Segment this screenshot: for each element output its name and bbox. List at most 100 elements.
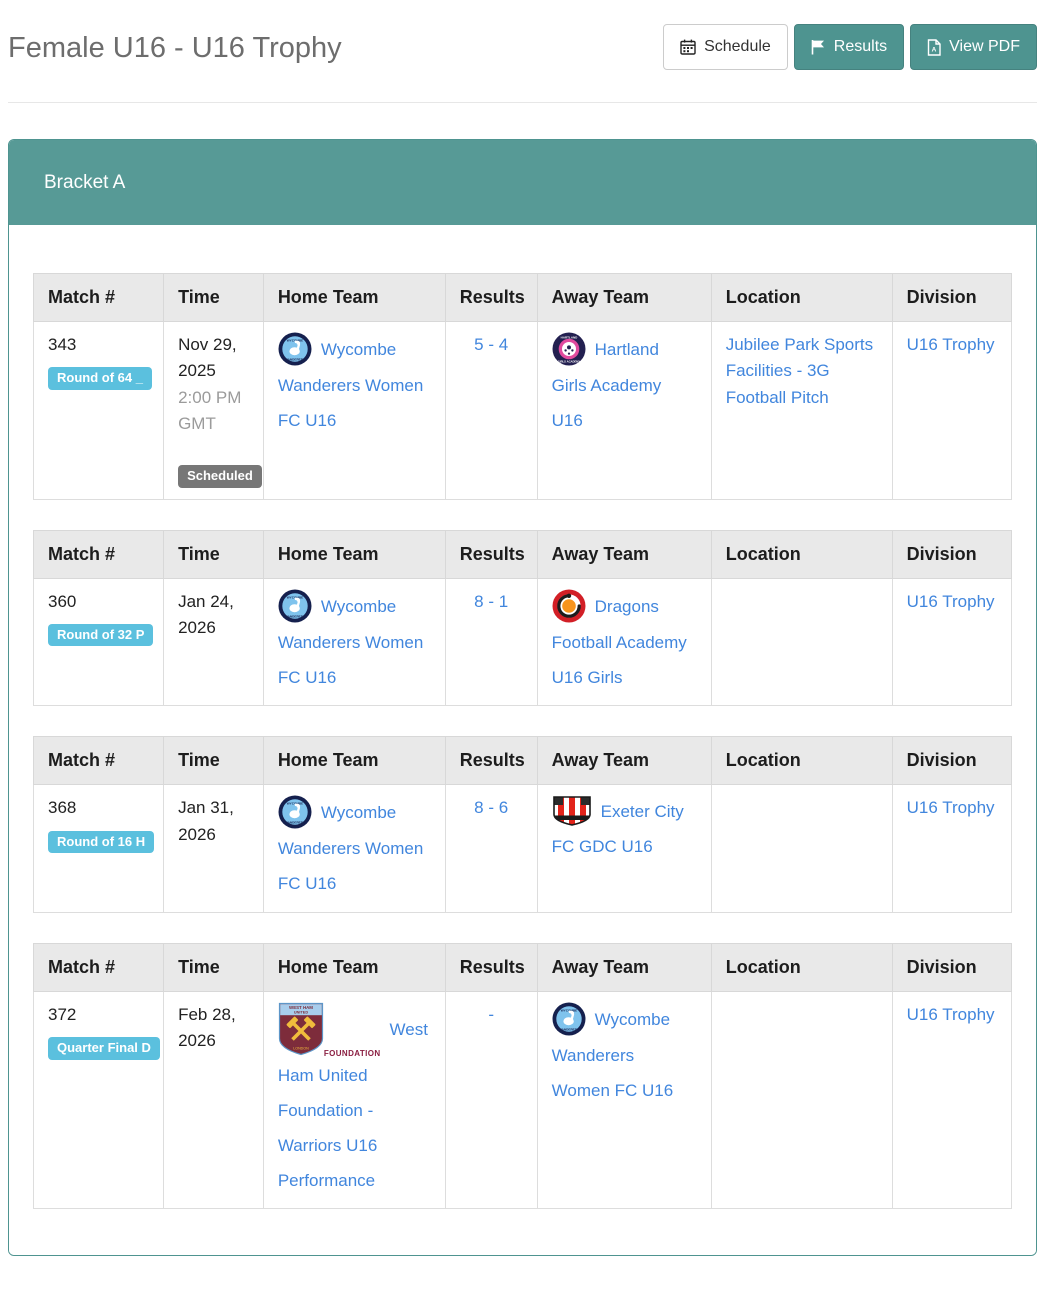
column-header-home-team: Home Team	[262, 529, 446, 579]
svg-text:GIRLS ACADEMY: GIRLS ACADEMY	[557, 359, 580, 363]
away-team-cell: Dragons Football Academy U16 Girls	[536, 577, 712, 707]
location-cell	[710, 784, 893, 914]
exeter-logo	[552, 796, 592, 829]
time-cell: Jan 31, 2026	[163, 784, 264, 914]
match-number: 360	[48, 591, 77, 611]
home-team-link[interactable]: WEST HAM UNITED LONDON FOUNDATIONWest Ham U…	[278, 1002, 428, 1190]
home-team-cell: WYCOMBE WANDERERS Wycombe Wanderers Women …	[262, 321, 446, 500]
away-team-link[interactable]: Dragons Football Academy U16 Girls	[551, 589, 687, 687]
status-badge: Scheduled	[178, 465, 262, 488]
match-table: Match # Time Home Team Results Away Team…	[32, 529, 1013, 707]
results-link[interactable]: 5 - 4	[474, 335, 509, 354]
column-header-time: Time	[163, 529, 264, 579]
column-header-division: Division	[891, 529, 1013, 579]
svg-text:WYCOMBE: WYCOMBE	[287, 802, 304, 806]
column-header-division: Division	[891, 736, 1013, 786]
home-team-cell: WYCOMBE WANDERERS Wycombe Wanderers Women …	[262, 577, 446, 707]
match-date: Jan 24, 2026	[178, 591, 234, 638]
away-team-link[interactable]: HARTLAND GIRLS ACADEMY Hartland Girls Acad…	[552, 332, 661, 430]
column-header-match: Match #	[32, 529, 165, 579]
view-pdf-button[interactable]: A View PDF	[910, 24, 1037, 70]
page-title: Female U16 - U16 Trophy	[8, 32, 342, 64]
page-header: Female U16 - U16 Trophy Schedule Results…	[8, 24, 1037, 70]
away-team-link[interactable]: Exeter City FC GDC U16	[551, 796, 684, 857]
away-team-name: Exeter City FC GDC U16	[551, 802, 684, 857]
column-header-location: Location	[710, 529, 893, 579]
column-header-match: Match #	[32, 943, 165, 993]
time-cell: Jan 24, 2026	[163, 577, 264, 707]
results-link[interactable]: 8 - 1	[474, 591, 509, 611]
division-link[interactable]: U16 Trophy	[906, 1005, 995, 1025]
home-team-name: Wycombe Wanderers Women FC U16	[277, 803, 424, 894]
schedule-button[interactable]: Schedule	[663, 24, 788, 70]
round-badge: Round of 64 _	[48, 367, 152, 390]
column-header-results: Results	[444, 736, 538, 786]
home-team-name: Wycombe Wanderers Women FC U16	[277, 339, 424, 430]
match-number-cell: 343 Round of 64 _	[32, 321, 165, 500]
round-badge: Round of 32 P	[48, 624, 154, 647]
match-table-head: Match # Time Home Team Results Away Team…	[32, 273, 1013, 322]
column-header-time: Time	[163, 943, 264, 993]
match-date: Feb 28, 2026	[178, 1005, 236, 1051]
match-table: Match # Time Home Team Results Away Team…	[32, 273, 1013, 500]
location-link[interactable]: Jubilee Park Sports Facilities - 3G Foot…	[725, 335, 874, 407]
location-cell	[710, 577, 893, 707]
match-table-head: Match # Time Home Team Results Away Team…	[32, 529, 1013, 579]
calendar-icon	[680, 39, 696, 55]
bracket-panel-body: Match # Time Home Team Results Away Team…	[9, 225, 1036, 1256]
match-number: 343	[48, 335, 77, 354]
match-number: 368	[48, 798, 77, 818]
svg-text:WYCOMBE: WYCOMBE	[287, 339, 304, 343]
division-link[interactable]: U16 Trophy	[906, 335, 995, 354]
column-header-time: Time	[163, 736, 264, 786]
flag-icon	[811, 39, 826, 55]
column-header-time: Time	[163, 273, 264, 322]
match-time: 2:00 PM GMT	[178, 387, 242, 434]
results-button[interactable]: Results	[793, 24, 905, 70]
round-badge: Quarter Final D	[48, 1037, 160, 1060]
home-team-link[interactable]: WYCOMBE WANDERERS Wycombe Wanderers Women …	[277, 795, 424, 894]
results-cell: 8 - 1	[444, 577, 538, 707]
away-team-link[interactable]: WYCOMBE WANDERERS Wycombe Wanderers Women …	[551, 1002, 674, 1100]
away-team-name: Dragons Football Academy U16 Girls	[551, 596, 687, 687]
svg-text:WEST HAM: WEST HAM	[289, 1005, 313, 1010]
dragons-logo	[552, 589, 586, 626]
svg-text:WANDERERS: WANDERERS	[285, 821, 305, 825]
westham-foundation-label: FOUNDATION	[323, 1049, 381, 1059]
home-team-link[interactable]: WYCOMBE WANDERERS Wycombe Wanderers Women …	[277, 332, 424, 430]
division-cell: U16 Trophy	[891, 577, 1013, 707]
time-cell: Feb 28, 2026	[163, 991, 264, 1210]
header-button-group: Schedule Results A View PDF	[663, 24, 1037, 70]
header-divider	[8, 102, 1037, 103]
results-link[interactable]: -	[488, 1005, 495, 1025]
column-header-results: Results	[444, 273, 538, 322]
column-header-results: Results	[444, 943, 538, 993]
home-team-link[interactable]: WYCOMBE WANDERERS Wycombe Wanderers Women …	[278, 589, 423, 687]
column-header-location: Location	[710, 943, 893, 993]
away-team-name: Wycombe Wanderers Women FC U16	[551, 1010, 674, 1100]
column-header-location: Location	[710, 736, 893, 786]
match-table-head: Match # Time Home Team Results Away Team…	[32, 943, 1013, 993]
svg-text:WANDERERS: WANDERERS	[559, 1027, 579, 1031]
svg-text:WANDERERS: WANDERERS	[285, 614, 305, 618]
division-cell: U16 Trophy	[891, 991, 1013, 1210]
results-cell: 8 - 6	[444, 784, 538, 914]
home-team-cell: WYCOMBE WANDERERS Wycombe Wanderers Women …	[262, 784, 446, 914]
westham-logo: WEST HAM UNITED LONDON FOUNDATION	[278, 1002, 381, 1059]
svg-text:WYCOMBE: WYCOMBE	[287, 595, 304, 599]
division-link[interactable]: U16 Trophy	[906, 591, 995, 611]
results-cell: 5 - 4	[444, 321, 538, 500]
results-button-label: Results	[833, 38, 888, 55]
results-link[interactable]: 8 - 6	[474, 798, 509, 818]
wycombe-logo: WYCOMBE WANDERERS	[552, 1002, 586, 1039]
column-header-match: Match #	[32, 273, 165, 322]
division-cell: U16 Trophy	[891, 784, 1013, 914]
home-team-cell: WEST HAM UNITED LONDON FOUNDATIONWest Ham U…	[262, 991, 446, 1210]
column-header-away-team: Away Team	[536, 273, 712, 322]
column-header-division: Division	[891, 943, 1013, 993]
column-header-division: Division	[891, 273, 1013, 322]
division-link[interactable]: U16 Trophy	[906, 798, 995, 818]
away-team-cell: Exeter City FC GDC U16	[536, 784, 712, 914]
wycombe-logo: WYCOMBE WANDERERS	[278, 795, 312, 832]
